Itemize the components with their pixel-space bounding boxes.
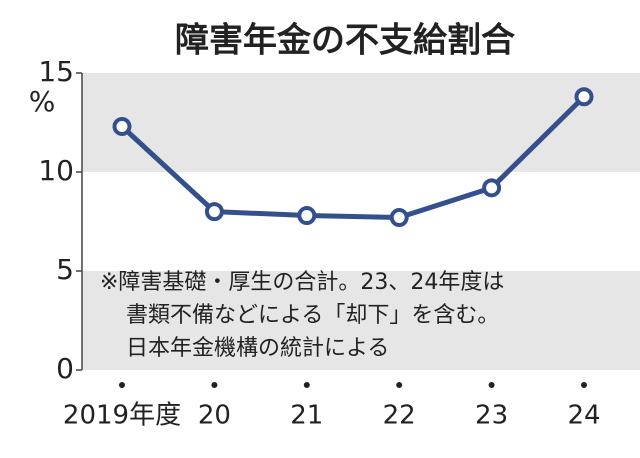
data-point: [389, 208, 409, 228]
x-tick-dot: [581, 382, 587, 388]
data-line: [120, 94, 586, 221]
data-point: [482, 178, 502, 198]
x-tick-dot: [303, 382, 310, 388]
data-point: [297, 206, 317, 226]
y-unit: %: [29, 85, 56, 118]
x-tick-label: 22: [383, 401, 416, 431]
annotation: ※障害基礎・厚生の合計。23、24年度は: [100, 270, 504, 295]
annotation: 書類不備などによる「却下」を含む。: [126, 303, 499, 328]
y-tick-label: 0: [56, 352, 74, 385]
x-tick-dot: [211, 382, 218, 388]
data-point: [112, 116, 132, 136]
data-point: [574, 87, 594, 107]
x-tick-label: 24: [567, 401, 600, 431]
x-tick-dot: [488, 382, 495, 388]
y-tick-label: 5: [56, 253, 74, 286]
grid-band: [82, 73, 640, 172]
x-tick-label: 21: [290, 401, 323, 431]
grid-band: [82, 271, 640, 370]
chart-title: 障害年金の不支給割合: [175, 21, 515, 61]
x-tick-dot: [396, 382, 403, 388]
x-tick-label: 20: [198, 401, 231, 431]
y-tick-label: 15: [38, 55, 74, 88]
x-tick-dot: [119, 382, 125, 388]
x-tick-label: 2019年度: [63, 401, 181, 431]
y-tick-label: 10: [38, 154, 74, 187]
x-tick-label: 23: [475, 401, 508, 431]
data-point: [204, 202, 224, 222]
annotation: 日本年金機構の統計による: [126, 336, 389, 361]
